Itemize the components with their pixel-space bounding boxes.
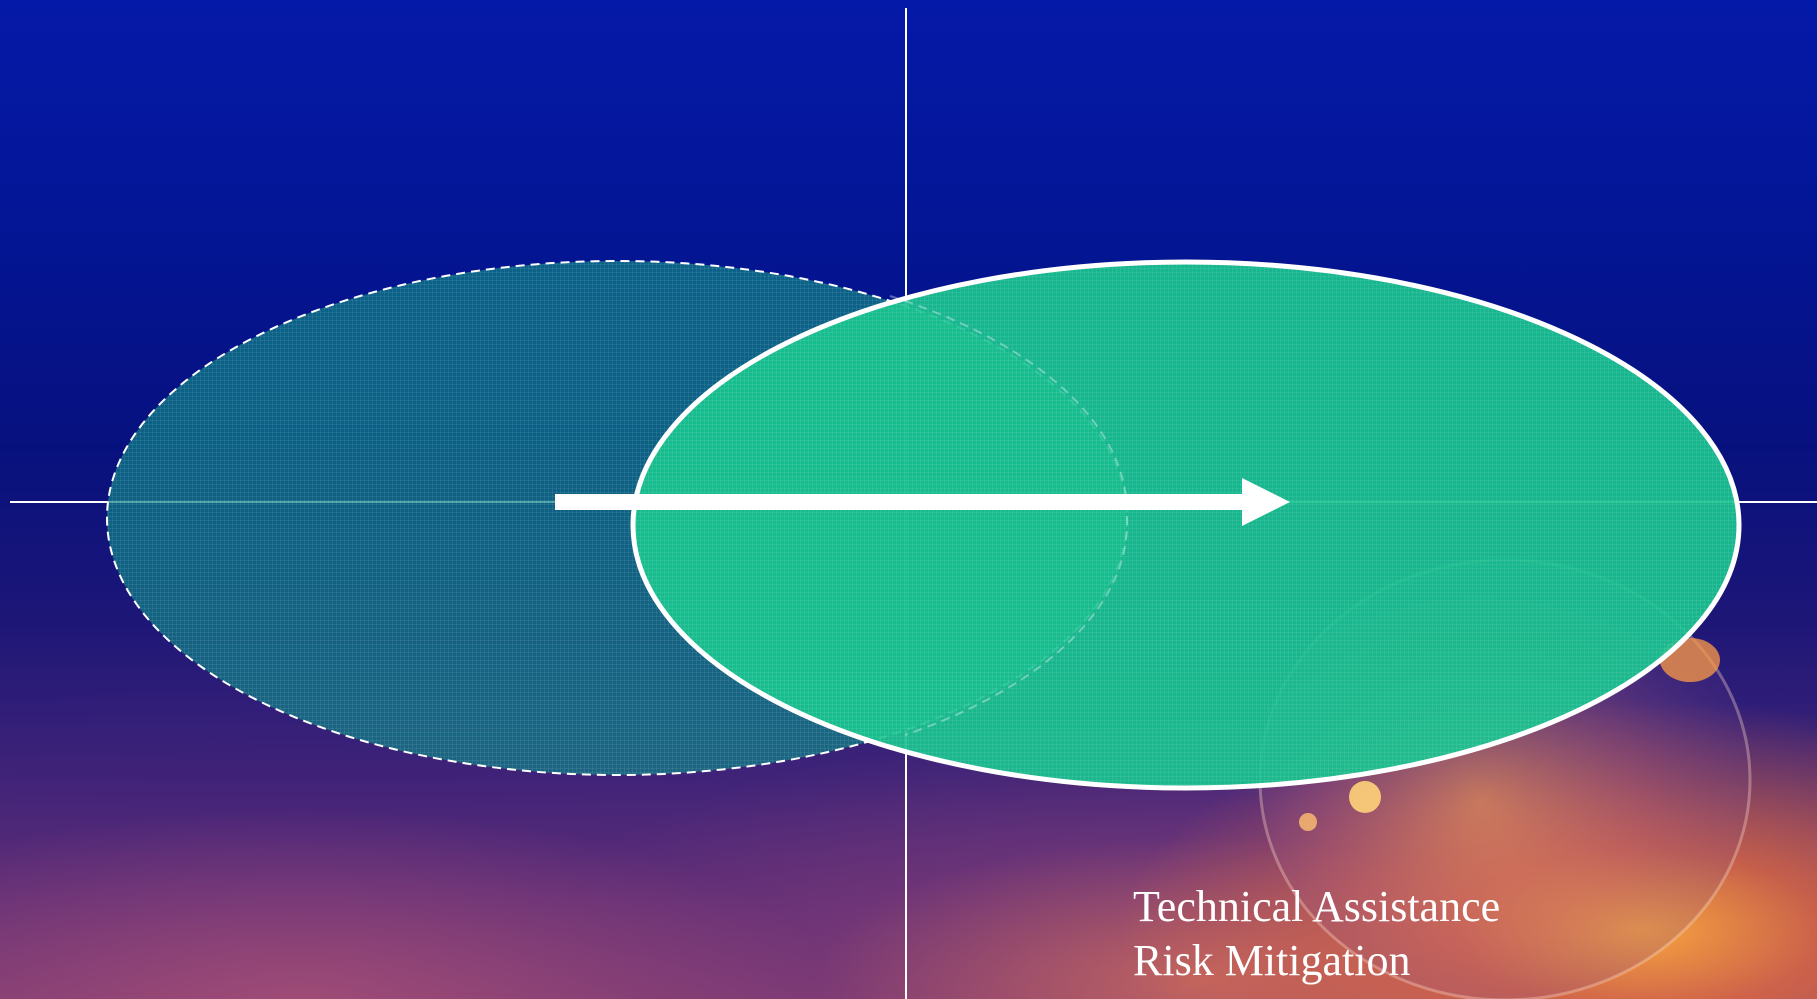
slide-notes: Technical Assistance Risk Mitigation: [1133, 880, 1500, 988]
right-arrow-icon: [555, 478, 1290, 526]
text-line-risk-mitigation: Risk Mitigation: [1133, 936, 1411, 985]
text-line-technical-assistance: Technical Assistance: [1133, 882, 1501, 931]
ellipse-to: [630, 259, 1742, 791]
ellipse-from-overlap-outline: [889, 295, 1129, 736]
